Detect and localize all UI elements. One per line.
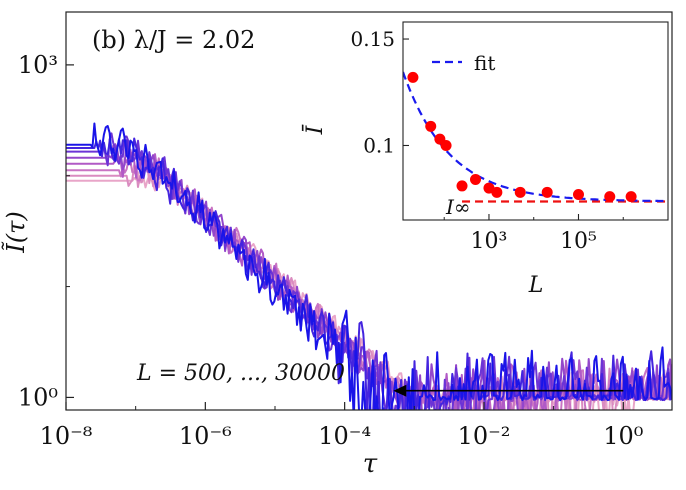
inset-asymptote-label: I∞	[445, 195, 471, 219]
inset-plot-area	[403, 22, 668, 220]
inset-y-tick-label: 0.15	[350, 27, 395, 51]
inset-data-point	[440, 139, 452, 151]
inset-data-point	[541, 186, 553, 198]
y-tick-label: 10³	[18, 51, 58, 79]
inset-fit-curve	[403, 71, 668, 203]
x-axis-label: τ	[363, 449, 378, 479]
inset-data-point	[469, 174, 481, 186]
inset-data-point	[625, 191, 637, 203]
inset-x-tick-label: 10³	[471, 229, 508, 254]
inset-data-point	[425, 120, 437, 132]
inset-data-point	[604, 191, 616, 203]
panel-label: (b) λ/J = 2.02	[92, 26, 255, 54]
inset-axes-frame	[402, 21, 669, 221]
main-series-group	[66, 122, 672, 410]
inset-y-tick-label: 0.1	[363, 133, 395, 157]
inset-x-tick-label: 10⁵	[560, 229, 597, 254]
x-tick-label: 10⁻⁸	[40, 422, 93, 450]
y-tick-label: 10⁰	[18, 383, 58, 411]
inset-data-point	[514, 186, 526, 198]
annotation-arrow	[393, 384, 624, 397]
inset-ticks-group: 10³ 10⁵ 0.1 0.15	[350, 27, 624, 254]
inset-data-point	[407, 71, 419, 83]
annotation-arrow-head	[393, 384, 407, 397]
system-size-annotation: L = 500, ..., 30000	[136, 361, 345, 386]
inset-data-point	[572, 188, 584, 200]
x-tick-label: 10⁰	[603, 422, 643, 450]
x-tick-label: 10⁻²	[458, 422, 511, 450]
series-line-L-20000	[66, 137, 672, 410]
x-tick-label: 10⁻⁶	[179, 422, 232, 450]
inset-data-point	[491, 186, 503, 198]
inset-legend-fit-label: fit	[474, 51, 495, 75]
x-tick-label: 10⁻⁴	[318, 422, 371, 450]
inset-data-point	[456, 180, 468, 192]
main-ticks-group: 10⁻⁸ 10⁻⁶ 10⁻⁴ 10⁻² 10⁰ 10⁰ 10³	[18, 51, 644, 450]
inset-x-axis-label: L	[528, 273, 544, 298]
y-axis-label: Ĩ(τ)	[1, 211, 30, 253]
main-axes-frame	[65, 11, 673, 411]
series-line-L-30000	[66, 122, 672, 410]
inset-content-group	[403, 71, 668, 203]
inset-y-axis-label: Ī	[302, 124, 328, 135]
